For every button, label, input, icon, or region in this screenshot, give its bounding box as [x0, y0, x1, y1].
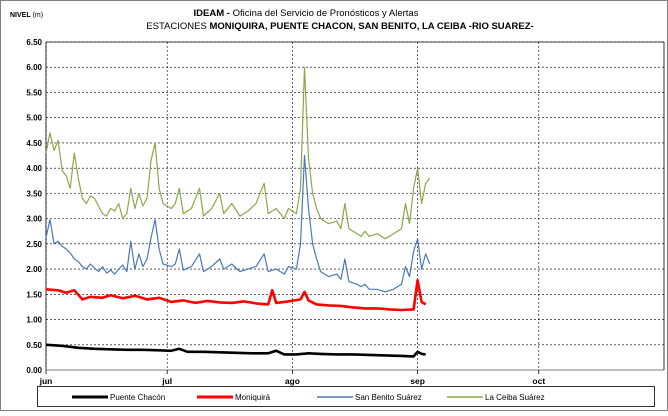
series-line-2	[45, 154, 431, 293]
legend-label: San Benito Suárez	[355, 393, 422, 402]
y-tick-label: 6.50	[26, 38, 42, 47]
y-tick-label: 4.50	[26, 139, 42, 148]
y-tick-label: 0.00	[26, 366, 42, 375]
x-tick-label: sep	[410, 376, 425, 386]
y-tick-label: 0.50	[26, 341, 42, 350]
series-lines	[45, 66, 431, 358]
series-line-0	[45, 343, 426, 358]
y-tick-label: 3.50	[26, 189, 42, 198]
legend-label: Moniquirá	[235, 393, 271, 402]
y-tick-label: 3.00	[26, 215, 42, 224]
gridlines	[45, 41, 665, 374]
y-tick-label: 2.50	[26, 240, 42, 249]
y-tick-label: 5.50	[26, 88, 42, 97]
y-tick-label: 4.00	[26, 164, 42, 173]
x-tick-label: oct	[532, 376, 545, 386]
y-tick-label: 6.00	[26, 63, 42, 72]
y-axis-label: NIVEL (m)	[10, 12, 43, 19]
y-tick-labels: 0.00 0.50 1.00 1.50 2.00 2.50 3.00 3.50 4.00 4.50…	[26, 38, 42, 375]
y-tick-label: 1.50	[26, 290, 42, 299]
chart-subtitle: ESTACIONES MONIQUIRA, PUENTE CHACON, SAN…	[146, 21, 533, 32]
x-tick-label: ago	[285, 376, 300, 386]
y-tick-label: 2.00	[26, 265, 42, 274]
legend-label: La Ceiba Suárez	[485, 393, 545, 402]
series-line-1	[45, 278, 427, 312]
legend: Puente Chacón Moniquirá San Benito Suárez L…	[72, 393, 545, 402]
legend-label: Puente Chacón	[110, 393, 165, 402]
y-tick-label: 5.00	[26, 114, 42, 123]
x-tick-label: jun	[39, 376, 53, 386]
x-tick-label: jul	[161, 376, 172, 386]
x-tick-labels: jun jul ago sep oct	[39, 376, 546, 386]
chart-title: IDEAM - Oficina del Servicio de Pronósti…	[194, 8, 419, 19]
y-tick-label: 1.00	[26, 316, 42, 325]
series-line-3	[45, 66, 431, 240]
